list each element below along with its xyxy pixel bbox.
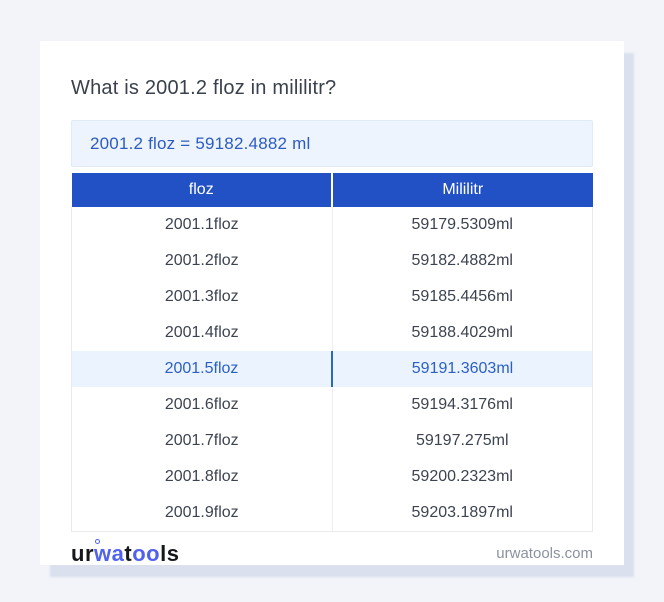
table-row[interactable]: 2001.6floz 59194.3176ml: [71, 387, 593, 423]
cell-floz: 2001.5floz: [71, 351, 333, 387]
cell-mililitr: 59182.4882ml: [332, 243, 593, 279]
site-url[interactable]: urwatools.com: [496, 545, 593, 562]
cell-floz: 2001.6floz: [71, 387, 333, 423]
converter-card: What is 2001.2 floz in mililitr? 2001.2 …: [40, 41, 624, 567]
card-footer: ur watools urwatools.com: [71, 538, 593, 567]
cell-mililitr: 59200.2323ml: [332, 459, 593, 495]
column-header-floz: floz: [71, 173, 333, 207]
page-title: What is 2001.2 floz in mililitr?: [71, 77, 337, 99]
logo-part-ur: ur: [71, 540, 94, 566]
cell-mililitr: 59197.275ml: [332, 423, 593, 459]
cell-mililitr: 59188.4029ml: [332, 315, 593, 351]
table-row[interactable]: 2001.1floz 59179.5309ml: [71, 207, 593, 243]
cell-floz: 2001.4floz: [71, 315, 333, 351]
logo-part-wa: wa: [94, 540, 125, 566]
logo-part-t: t: [124, 540, 133, 566]
cell-floz: 2001.9floz: [71, 495, 333, 532]
cell-floz: 2001.7floz: [71, 423, 333, 459]
table-header-row: floz Mililitr: [71, 173, 593, 207]
conversion-result-text: 2001.2 floz = 59182.4882 ml: [90, 133, 311, 153]
table-row[interactable]: 2001.8floz 59200.2323ml: [71, 459, 593, 495]
cell-mililitr: 59185.4456ml: [332, 279, 593, 315]
table-row[interactable]: 2001.9floz 59203.1897ml: [71, 495, 593, 532]
table-row[interactable]: 2001.3floz 59185.4456ml: [71, 279, 593, 315]
table-row[interactable]: 2001.2floz 59182.4882ml: [71, 243, 593, 279]
logo-part-oo: oo: [132, 540, 161, 566]
cell-mililitr: 59203.1897ml: [332, 495, 593, 532]
conversion-table: floz Mililitr 2001.1floz 59179.5309ml 2001…: [71, 173, 593, 532]
cell-floz: 2001.2floz: [71, 243, 333, 279]
logo-part-ls: ls: [160, 540, 180, 566]
table-row[interactable]: 2001.5floz 59191.3603ml: [71, 351, 593, 387]
table-row[interactable]: 2001.7floz 59197.275ml: [71, 423, 593, 459]
table-row[interactable]: 2001.4floz 59188.4029ml: [71, 315, 593, 351]
logo-ring-icon: [95, 538, 100, 544]
cell-floz: 2001.8floz: [71, 459, 333, 495]
urwatools-logo[interactable]: ur watools: [71, 538, 180, 567]
cell-floz: 2001.3floz: [71, 279, 333, 315]
cell-mililitr: 59191.3603ml: [332, 351, 593, 387]
column-header-mililitr: Mililitr: [332, 173, 593, 207]
cell-mililitr: 59194.3176ml: [332, 387, 593, 423]
cell-mililitr: 59179.5309ml: [332, 207, 593, 243]
conversion-result-box: 2001.2 floz = 59182.4882 ml: [71, 120, 593, 167]
cell-floz: 2001.1floz: [71, 207, 333, 243]
table-body: 2001.1floz 59179.5309ml 2001.2floz 59182.48…: [71, 207, 593, 532]
